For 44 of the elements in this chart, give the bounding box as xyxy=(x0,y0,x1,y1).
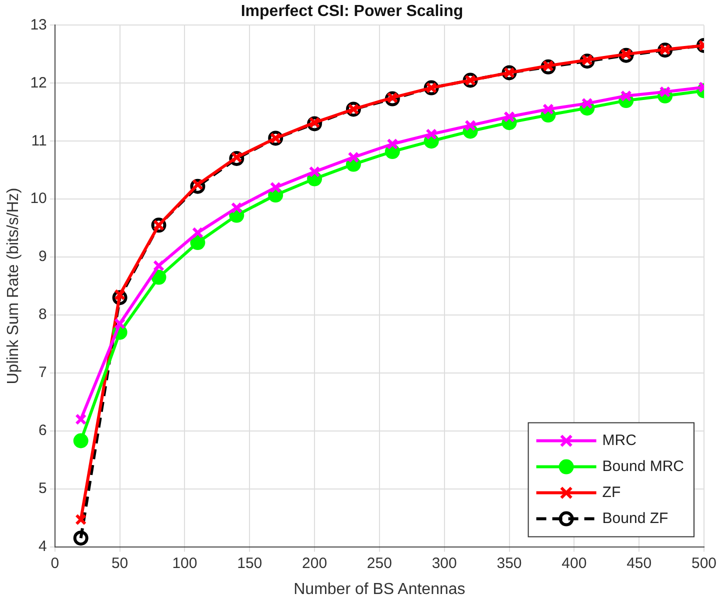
point xyxy=(73,433,88,448)
x-tick-label: 50 xyxy=(111,554,128,572)
point xyxy=(270,182,282,194)
y-tick-label: 12 xyxy=(30,74,47,92)
y-tick-label: 11 xyxy=(31,132,47,150)
point xyxy=(348,152,360,164)
point xyxy=(386,138,398,150)
y-tick-label: 6 xyxy=(38,422,47,440)
point xyxy=(114,318,126,330)
y-tick-label: 4 xyxy=(38,538,47,555)
point xyxy=(308,166,320,178)
point xyxy=(190,235,206,250)
point xyxy=(151,270,166,285)
x-axis-title: Number of BS Antennas xyxy=(294,580,466,598)
y-tick-label: 13 xyxy=(30,16,47,34)
point xyxy=(75,514,87,526)
point xyxy=(192,226,204,238)
chart-title: Imperfect CSI: Power Scaling xyxy=(240,3,464,20)
x-tick-label: 200 xyxy=(302,554,328,572)
legend-label: MRC xyxy=(602,432,637,449)
x-tick-label: 350 xyxy=(496,554,522,572)
y-tick-label: 7 xyxy=(38,364,47,382)
y-tick-label: 9 xyxy=(38,248,47,266)
legend-label: Bound ZF xyxy=(602,510,668,527)
x-tick-label: 500 xyxy=(691,554,717,572)
legend-label: ZF xyxy=(602,484,621,501)
x-tick-label: 300 xyxy=(432,554,457,572)
point xyxy=(153,260,164,272)
y-tick-label: 5 xyxy=(38,480,47,497)
x-tick-label: 250 xyxy=(366,554,392,572)
point xyxy=(230,202,242,214)
x-tick-label: 0 xyxy=(50,554,60,572)
point xyxy=(75,414,87,426)
legend-label: Bound MRC xyxy=(602,458,684,475)
x-tick-label: 100 xyxy=(172,554,198,572)
x-tick-label: 450 xyxy=(626,554,652,572)
y-axis-title: Uplink Sum Rate (bits/s/Hz) xyxy=(5,188,22,384)
point xyxy=(426,128,438,140)
x-tick-label: 400 xyxy=(562,554,587,572)
y-tick-label: 10 xyxy=(30,190,47,208)
point xyxy=(73,530,88,546)
y-tick-label: 8 xyxy=(38,306,47,324)
point xyxy=(542,103,554,115)
x-tick-label: 150 xyxy=(237,554,262,572)
